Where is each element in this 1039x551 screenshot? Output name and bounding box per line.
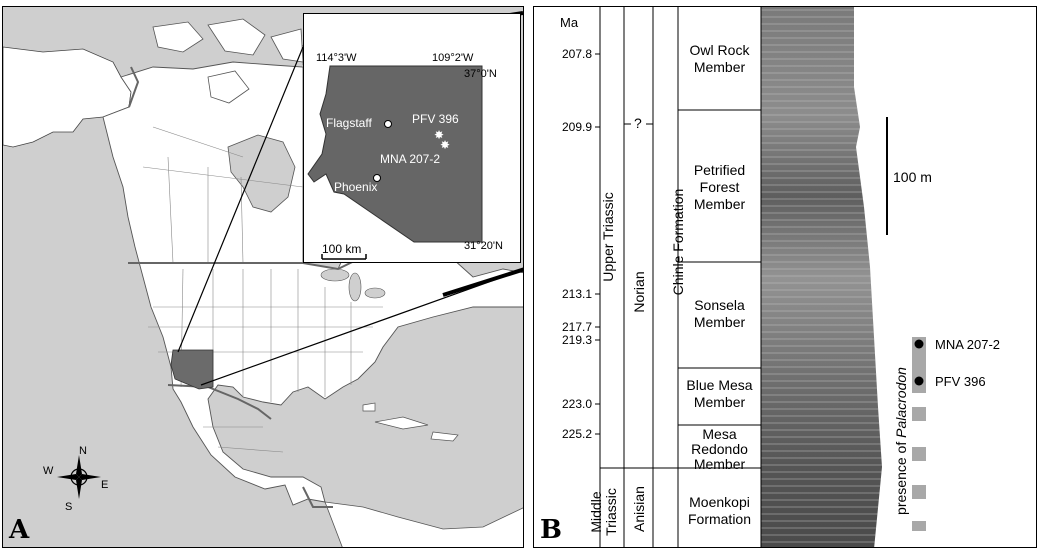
- compass-s: S: [65, 501, 73, 513]
- member-owl-rock: Owl Rock Member: [689, 42, 750, 75]
- latitude-north-label: 37°0'N: [464, 68, 497, 80]
- panel-a-letter: A: [9, 515, 30, 545]
- city-label-flagstaff: Flagstaff: [326, 116, 372, 130]
- stage-norian: Norian: [631, 271, 647, 313]
- star-icon: ✸: [440, 138, 451, 152]
- presence-taxon: Palacrodon: [893, 367, 909, 438]
- arizona-inset: 114°3'W 109°2'W 37°0'N 31°20'N Flagstaff…: [303, 13, 521, 263]
- period-upper-triassic: Upper Triassic: [600, 192, 616, 282]
- scale-bar-label: 100 m: [893, 169, 932, 185]
- scale-bar-label: 100 km: [322, 242, 362, 256]
- formation-moenkopi: Moenkopi Formation: [687, 494, 752, 527]
- age-label: 207.8: [561, 47, 592, 61]
- city-label-phoenix: Phoenix: [334, 180, 378, 194]
- star-icon: ✸: [434, 128, 445, 142]
- stage-uncertain-mark: ?: [634, 115, 642, 131]
- member-mesa-redondo: Mesa Redondo Member: [691, 426, 748, 472]
- panel-b-letter: B: [540, 515, 562, 545]
- latitude-south-label: 31°20'N: [464, 240, 503, 252]
- age-label: 217.7: [561, 320, 592, 334]
- member-blue-mesa: Blue Mesa Member: [686, 377, 753, 410]
- site-label-mna-207-2: MNA 207-2: [380, 152, 441, 166]
- age-label: 225.2: [561, 427, 592, 441]
- age-label: 223.0: [561, 397, 592, 411]
- period-middle-triassic: Middle Triassic: [588, 488, 619, 536]
- locality-label: MNA 207-2: [935, 337, 1001, 352]
- age-label: 219.3: [561, 333, 592, 347]
- stratigraphy-panel: Ma 207.8 209.9 213.1 217.7 219.3 223.0 2…: [533, 6, 1037, 548]
- compass-n: N: [79, 445, 87, 457]
- presence-label: presence of Palacrodon: [891, 356, 911, 526]
- age-label: 213.1: [561, 287, 592, 301]
- map-panel: N E S W 114°3'W 109°2'W 37°0'N 31°20'N F…: [2, 6, 524, 548]
- stratigraphic-column: [595, 7, 926, 547]
- stage-anisian: Anisian: [631, 486, 647, 532]
- age-header: Ma: [560, 15, 579, 30]
- age-label: 209.9: [561, 120, 592, 134]
- presence-prefix: presence of: [893, 437, 909, 515]
- longitude-east-label: 109°2'W: [432, 52, 474, 64]
- compass-rose-icon: [57, 455, 101, 499]
- longitude-west-label: 114°3'W: [316, 52, 357, 64]
- compass-w: W: [43, 465, 54, 477]
- compass-e: E: [101, 479, 109, 491]
- arizona-shape: [307, 65, 483, 260]
- site-label-pfv-396: PFV 396: [412, 112, 459, 126]
- member-petrified-forest: Petrified Forest Member: [693, 162, 746, 212]
- member-sonsela: Sonsela Member: [693, 297, 746, 330]
- locality-label: PFV 396: [935, 374, 986, 389]
